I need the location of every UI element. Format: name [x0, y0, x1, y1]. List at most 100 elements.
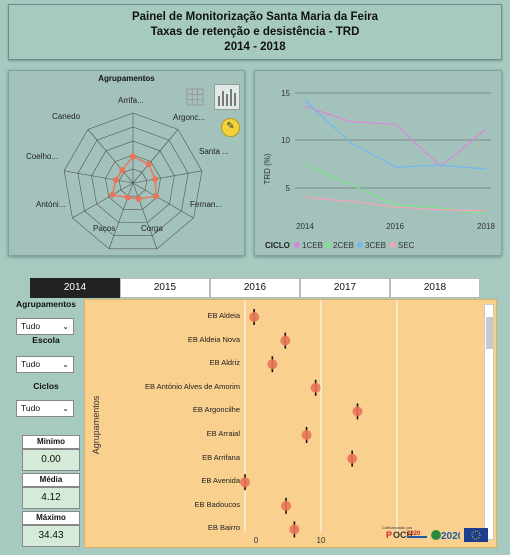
- legend-marker-3ceb: [357, 242, 363, 248]
- svg-text:2020: 2020: [407, 531, 421, 537]
- agrupamentos-dropdown[interactable]: Tudo ⌄: [16, 318, 74, 335]
- legend-label-3ceb[interactable]: 3CEB: [365, 241, 386, 250]
- radar-point[interactable]: [130, 153, 136, 160]
- dot-point[interactable]: [310, 382, 321, 393]
- line-series-sec[interactable]: [304, 196, 487, 212]
- tab-2016[interactable]: 2016: [210, 278, 300, 298]
- dot-row-label: EB António Alves de Amorim: [144, 381, 240, 391]
- radar-label-fernando: Fernan...: [190, 200, 223, 209]
- radar-point[interactable]: [112, 176, 119, 183]
- ciclos-filter-label: Ciclos: [33, 381, 59, 391]
- radar-chart: [63, 112, 203, 250]
- dot-row-label: EB Avenida: [201, 476, 240, 486]
- legend-marker-1ceb: [294, 242, 300, 248]
- legend-label-1ceb[interactable]: 1CEB: [302, 241, 323, 250]
- dot-row-label: EB Arrifana: [202, 452, 240, 462]
- dot-point[interactable]: [249, 312, 260, 322]
- legend-label-sec[interactable]: SEC: [398, 241, 415, 250]
- radar-label-antonio: Antóni...: [36, 200, 66, 209]
- radar-point[interactable]: [135, 195, 142, 202]
- radar-label-corga: Corga: [141, 224, 163, 233]
- radar-spoke: [108, 182, 134, 249]
- dot-plot-ylabel: Agrupamentos: [91, 395, 101, 454]
- dot-plot-scrollbar[interactable]: [484, 304, 494, 540]
- line-chart-card: TRD (%) 15 10 5 2014 2016 2018 CICLO 1CE…: [254, 70, 502, 256]
- line-series-3ceb[interactable]: [304, 100, 487, 170]
- radar-spoke: [72, 182, 134, 219]
- radar-point[interactable]: [109, 191, 116, 198]
- dot-xtick-10: 10: [317, 536, 326, 545]
- grid-table-icon[interactable]: [186, 88, 204, 106]
- radar-point[interactable]: [152, 176, 159, 183]
- line-chart: TRD (%) 15 10 5 2014 2016 2018 CICLO 1CE…: [263, 89, 495, 250]
- line-ytick-5: 5: [286, 184, 291, 193]
- radar-label-argoncilhe: Argonc...: [173, 113, 206, 122]
- escola-filter-label: Escola: [32, 335, 60, 345]
- dot-row-label: EB Aldriz: [209, 358, 240, 368]
- radar-spoke: [132, 129, 179, 184]
- svg-text:P: P: [386, 530, 392, 540]
- footer-cofinanciado-logo: Cofinanciado por: P OCH: [382, 524, 413, 541]
- dot-point[interactable]: [280, 335, 291, 346]
- line-series-1ceb[interactable]: [304, 105, 487, 168]
- line-series-2ceb[interactable]: [304, 163, 487, 215]
- line-xtick-2016: 2016: [386, 222, 404, 231]
- radar-spoke: [64, 170, 134, 184]
- scrollbar-thumb[interactable]: [486, 317, 493, 349]
- dot-point[interactable]: [281, 500, 292, 511]
- agrupamentos-dropdown-value: Tudo: [21, 321, 41, 331]
- dot-xtick-0: 0: [254, 536, 259, 545]
- escola-dropdown[interactable]: Tudo ⌄: [16, 356, 74, 373]
- dot-plot-card: Agrupamentos 0 10: [84, 299, 497, 548]
- ciclos-dropdown[interactable]: Tudo ⌄: [16, 400, 74, 417]
- svg-text:OCH: OCH: [393, 530, 412, 540]
- dot-row-label: EB Arraial: [206, 429, 240, 438]
- svg-text:2020: 2020: [441, 531, 460, 542]
- radar-spoke: [87, 129, 134, 184]
- radar-grid-ring: [105, 154, 161, 210]
- kpi-avg-label: Média: [22, 473, 80, 487]
- radar-label-arrifana: Arrifa...: [118, 96, 144, 105]
- radar-label-canedo: Canedo: [52, 112, 81, 121]
- tab-2014[interactable]: 2014: [30, 278, 120, 298]
- radar-point[interactable]: [119, 167, 126, 174]
- tab-2017[interactable]: 2017: [300, 278, 390, 298]
- kpi-max-label: Máximo: [22, 511, 80, 525]
- radar-point[interactable]: [145, 161, 152, 168]
- dot-point[interactable]: [267, 359, 278, 370]
- line-xtick-2014: 2014: [296, 222, 314, 231]
- escola-dropdown-value: Tudo: [21, 359, 41, 369]
- column-chart-icon[interactable]: [214, 84, 240, 110]
- radar-point[interactable]: [124, 194, 131, 201]
- kpi-min-label: Mínimo: [22, 435, 80, 449]
- radar-grid-ring: [63, 112, 203, 250]
- compete-2020-logo: 2020: [407, 531, 427, 538]
- tab-2015[interactable]: 2015: [120, 278, 210, 298]
- tab-2018[interactable]: 2018: [390, 278, 480, 298]
- radar-label-pacos: Paços: [93, 224, 116, 233]
- dot-point[interactable]: [301, 430, 312, 440]
- radar-spoke: [132, 182, 194, 219]
- dot-point[interactable]: [347, 453, 358, 464]
- dot-point[interactable]: [240, 477, 250, 488]
- legend-label-2ceb[interactable]: 2CEB: [333, 241, 354, 250]
- dot-point[interactable]: [352, 406, 363, 417]
- radar-grid-ring: [91, 140, 175, 223]
- line-xtick-2018: 2018: [477, 222, 495, 231]
- line-ytick-10: 10: [281, 136, 290, 145]
- portugal-2020-logo: 2020: [431, 530, 460, 542]
- radar-grid-ring: [77, 126, 189, 236]
- dashboard-subtitle: Taxas de retenção e desistência - TRD: [150, 26, 360, 38]
- radar-point[interactable]: [153, 193, 160, 200]
- dashboard-title: Painel de Monitorização Santa Maria da F…: [131, 11, 379, 23]
- radar-label-santa: Santa ...: [199, 147, 229, 156]
- eu-flag-logo: [464, 528, 488, 542]
- edit-pencil-icon[interactable]: ✎: [221, 118, 240, 137]
- svg-text:Cofinanciado por:: Cofinanciado por:: [382, 525, 412, 530]
- line-chart-ylabel: TRD (%): [263, 153, 272, 184]
- chevron-down-icon: ⌄: [62, 404, 69, 413]
- chevron-down-icon: ⌄: [62, 360, 69, 369]
- dashboard-header: Painel de Monitorização Santa Maria da F…: [8, 4, 502, 60]
- kpi-avg-value: 4.12: [22, 487, 80, 509]
- dot-point[interactable]: [289, 524, 300, 535]
